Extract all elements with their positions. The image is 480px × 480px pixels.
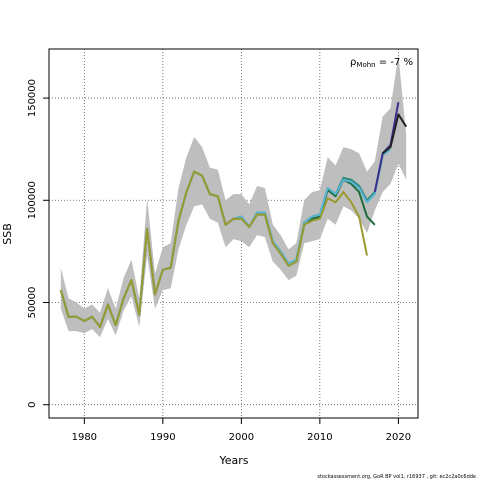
series-layer <box>59 102 408 328</box>
x-tick-label-2010: 2010 <box>307 432 332 443</box>
mohn-rho-symbol: ρ <box>350 57 356 68</box>
x-tick-label-1980: 1980 <box>72 432 97 443</box>
y-tick-label-0: 0 <box>27 402 38 408</box>
plot-frame <box>48 48 419 419</box>
mohn-rho-annotation: ρMohn = -7 % <box>350 57 413 69</box>
confidence-band <box>60 55 407 338</box>
mohn-rho-subscript: Mohn <box>356 61 375 69</box>
y-axis-title: SSB <box>1 223 14 245</box>
source-caption: stockassessment.org, GoR BP vol1, r16937… <box>317 474 476 480</box>
series-line-6 <box>59 170 368 328</box>
y-tick-label-150000: 150000 <box>27 79 38 117</box>
x-tick-label-2000: 2000 <box>229 432 254 443</box>
y-tick-label-100000: 100000 <box>27 181 38 219</box>
mohn-rho-value: = -7 % <box>376 57 413 68</box>
axis-layer: 1980 1990 2000 2010 2020 0 50000 100000 150000 <box>27 79 411 443</box>
series-line-5 <box>382 113 408 155</box>
x-axis-title: Years <box>218 454 248 467</box>
y-tick-label-50000: 50000 <box>27 287 38 319</box>
confidence-band-layer <box>60 55 407 338</box>
x-tick-label-1990: 1990 <box>150 432 175 443</box>
x-tick-label-2020: 2020 <box>386 432 411 443</box>
